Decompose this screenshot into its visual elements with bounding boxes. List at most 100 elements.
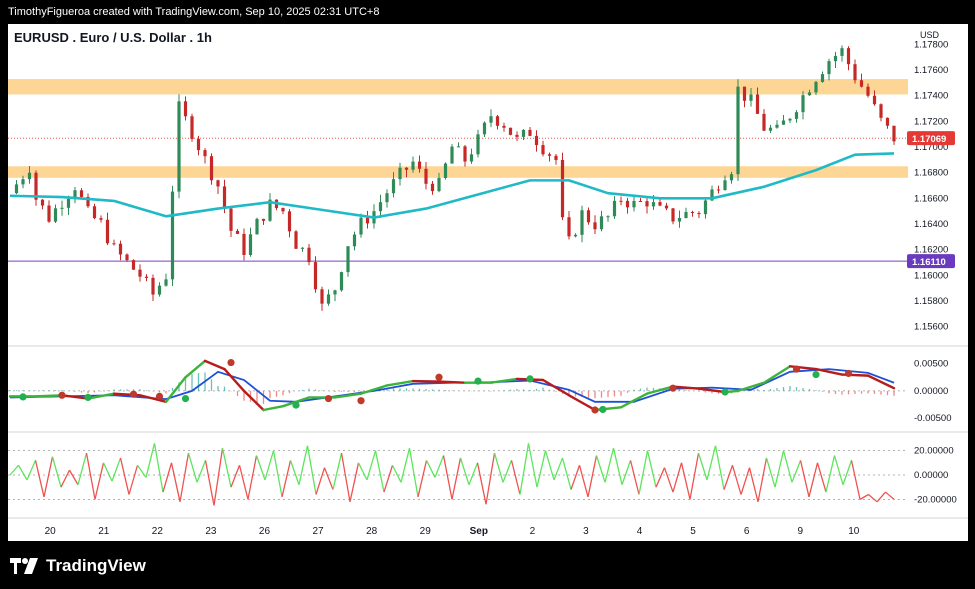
- candle-body: [723, 180, 727, 190]
- candle-body: [677, 218, 682, 222]
- macd-cross-dot: [599, 405, 607, 414]
- candle-body: [710, 189, 714, 201]
- macd-cross-dot: [591, 406, 599, 414]
- candle-body: [105, 219, 110, 244]
- candle-body: [248, 234, 253, 255]
- osc-line-segment: [697, 452, 708, 481]
- candle-body: [775, 124, 779, 128]
- osc-line-segment: [765, 457, 776, 488]
- osc-line-segment: [136, 464, 147, 478]
- osc-line-segment: [646, 450, 657, 488]
- osc-line-segment: [68, 469, 79, 486]
- candle-body: [703, 200, 708, 215]
- candle-body: [645, 201, 649, 207]
- chart-canvas[interactable]: EURUSD . Euro / U.S. Dollar . 1h USD1.178…: [8, 24, 968, 541]
- x-tick-label: 6: [744, 526, 750, 537]
- macd-cross-dot: [84, 393, 92, 402]
- osc-line-segment: [544, 450, 555, 481]
- osc-line-segment: [272, 450, 283, 498]
- osc-line-segment: [825, 455, 836, 493]
- macd-line-segment: [242, 389, 265, 412]
- candle-body: [541, 145, 545, 155]
- osc-line-segment: [621, 460, 632, 485]
- candle-body: [684, 211, 688, 219]
- macd-cross-dot: [721, 388, 729, 396]
- candle-body: [619, 200, 623, 202]
- macd-line-segment: [184, 359, 207, 379]
- candle-body: [92, 206, 97, 219]
- osc-line-segment: [153, 443, 164, 493]
- candle-body: [560, 159, 565, 218]
- x-tick-label: 27: [312, 526, 324, 537]
- osc-line-segment: [298, 445, 309, 485]
- candle-body: [346, 246, 350, 273]
- candle-body: [313, 262, 318, 290]
- candle-body: [476, 134, 480, 155]
- osc-line-segment: [374, 450, 385, 493]
- candle-body: [287, 211, 292, 232]
- osc-line-segment: [731, 465, 742, 495]
- osc-line-segment: [723, 465, 734, 490]
- osc-line-segment: [264, 450, 275, 481]
- candle-body: [736, 86, 740, 175]
- macd-line-segment: [541, 378, 571, 397]
- osc-line-segment: [485, 452, 496, 505]
- macd-line-segment: [814, 367, 844, 376]
- osc-line-segment: [502, 460, 513, 483]
- candle-body: [885, 117, 890, 126]
- macd-cross-dot: [324, 394, 333, 403]
- candle-body: [281, 208, 285, 212]
- macd-cross-dot: [792, 365, 801, 373]
- candle-body: [53, 208, 58, 222]
- candle-body: [60, 207, 64, 209]
- macd-line-segment: [86, 392, 116, 400]
- x-tick-label: 20: [45, 526, 57, 537]
- osc-line-segment: [493, 452, 504, 483]
- x-tick-label: 29: [420, 526, 432, 537]
- macd-cross-dot: [474, 377, 482, 385]
- candle-body: [365, 217, 370, 224]
- osc-line-segment: [349, 462, 360, 502]
- last-price-label: 1.17069: [912, 134, 946, 145]
- osc-line-segment: [315, 467, 326, 495]
- osc-line-segment: [119, 457, 130, 495]
- candle-body: [547, 154, 552, 156]
- macd-line-segment: [437, 380, 467, 384]
- osc-line-segment: [366, 450, 377, 481]
- osc-line-segment: [748, 467, 759, 502]
- candle-body: [846, 48, 851, 65]
- candle-body: [411, 161, 415, 170]
- price-tick-label: 1.17400: [914, 91, 948, 102]
- osc-line-segment: [808, 462, 819, 498]
- chart-frame[interactable]: EURUSD . Euro / U.S. Dollar . 1h USD 1.178…: [8, 24, 968, 541]
- currency-label: USD: [920, 30, 940, 40]
- candle-body: [99, 218, 103, 220]
- price-tick-label: 1.16000: [914, 270, 948, 281]
- osc-line-segment: [740, 467, 751, 495]
- candle-body: [697, 213, 701, 215]
- macd-cross-dot: [292, 401, 300, 409]
- candle-body: [833, 55, 838, 62]
- macd-line-segment: [411, 379, 441, 383]
- candle-body: [40, 199, 45, 206]
- macd-line-segment: [619, 392, 649, 409]
- osc-line-segment: [706, 445, 717, 481]
- osc-line-segment: [714, 445, 725, 490]
- candle-body: [359, 217, 363, 235]
- price-tick-label: 1.16800: [914, 168, 948, 179]
- osc-line-segment: [247, 455, 258, 500]
- candle-body: [326, 294, 331, 304]
- macd-cross-dot: [526, 375, 534, 383]
- chart-title: EURUSD . Euro / U.S. Dollar . 1h: [14, 30, 212, 45]
- macd-cross-dot: [58, 391, 66, 399]
- osc-line-segment: [468, 462, 479, 485]
- osc-line-segment: [595, 455, 606, 483]
- osc-line-segment: [442, 455, 453, 500]
- candle-body: [762, 113, 766, 131]
- osc-line-segment: [536, 450, 547, 488]
- candle-body: [138, 269, 142, 277]
- candle-body: [866, 86, 870, 96]
- tradingview-logo[interactable]: TradingView: [10, 555, 146, 577]
- osc-line-segment: [332, 452, 343, 490]
- macd-line-segment: [736, 381, 766, 393]
